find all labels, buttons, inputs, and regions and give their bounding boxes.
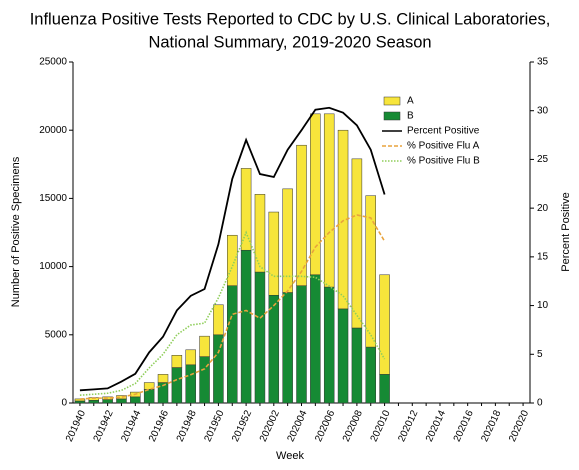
x-tick-label: 202006 xyxy=(313,408,337,443)
legend-label: Percent Positive xyxy=(407,126,480,137)
x-tick-label: 202014 xyxy=(424,408,448,443)
legend-swatch xyxy=(383,96,401,106)
bar xyxy=(282,292,293,404)
y-tick-label: 25000 xyxy=(39,57,67,68)
y-tick-label: 20000 xyxy=(39,125,67,136)
line xyxy=(79,230,386,397)
x-tick-label: 202016 xyxy=(452,408,476,443)
y2-axis-title: Percent Positive xyxy=(560,192,572,271)
y-tick-label: 5000 xyxy=(45,329,68,340)
legend-swatch xyxy=(383,111,401,121)
x-tick-label: 201952 xyxy=(230,408,254,443)
y2-tick-label: 5 xyxy=(537,349,543,360)
bar xyxy=(171,355,183,368)
y2-tick-label: 20 xyxy=(537,203,549,214)
bar xyxy=(185,349,196,366)
line xyxy=(79,106,386,392)
legend-label: A xyxy=(407,96,414,107)
bar xyxy=(323,286,335,404)
legend-label: % Positive Flu A xyxy=(407,141,480,152)
bar xyxy=(254,194,266,273)
chart-title: National Summary, 2019-2020 Season xyxy=(148,33,431,51)
bar xyxy=(268,211,280,296)
x-tick-label: 202002 xyxy=(258,408,282,443)
chart-title: Influenza Positive Tests Reported to CDC… xyxy=(30,10,551,28)
bar xyxy=(116,398,127,404)
line xyxy=(79,214,386,400)
x-tick-label: 201950 xyxy=(202,408,226,443)
bar xyxy=(351,158,363,329)
y-axis-title: Number of Positive Specimens xyxy=(10,156,22,307)
x-tick-label: 202004 xyxy=(286,408,310,443)
bar xyxy=(213,304,224,336)
bar xyxy=(268,294,280,404)
x-tick-label: 201948 xyxy=(175,408,199,443)
bar xyxy=(296,285,307,404)
bar xyxy=(379,374,390,404)
bar xyxy=(240,249,252,404)
bar xyxy=(365,195,376,348)
y2-tick-label: 25 xyxy=(537,154,549,165)
bar xyxy=(199,335,210,357)
bar xyxy=(310,113,321,276)
legend-label: % Positive Flu B xyxy=(407,156,480,167)
y2-tick-label: 10 xyxy=(537,300,549,311)
bar xyxy=(365,346,376,404)
bar xyxy=(296,144,307,286)
x-tick-label: 202010 xyxy=(369,408,393,443)
bar xyxy=(157,374,169,383)
bar xyxy=(88,400,100,404)
y-tick-label: 10000 xyxy=(39,261,67,272)
y2-tick-label: 30 xyxy=(537,105,549,116)
legend-label: B xyxy=(407,111,414,122)
y2-tick-label: 15 xyxy=(537,251,549,262)
bar xyxy=(282,188,293,293)
x-tick-label: 202020 xyxy=(507,408,531,443)
x-tick-label: 201942 xyxy=(92,408,116,443)
bar xyxy=(254,271,266,404)
x-axis-title: Week xyxy=(276,450,304,462)
x-tick-label: 202008 xyxy=(341,408,365,443)
y-tick-label: 0 xyxy=(61,398,67,409)
bar xyxy=(379,274,390,375)
x-tick-label: 201940 xyxy=(64,408,88,443)
x-tick-label: 202012 xyxy=(396,408,420,443)
bar xyxy=(227,285,238,404)
bar xyxy=(130,396,141,404)
bar xyxy=(74,400,86,404)
bar xyxy=(227,234,238,286)
x-tick-label: 201946 xyxy=(147,408,171,443)
bar xyxy=(351,327,363,404)
bar xyxy=(185,364,196,404)
bar xyxy=(323,113,335,288)
y2-tick-label: 0 xyxy=(537,398,543,409)
bar xyxy=(310,274,321,404)
bar xyxy=(102,399,113,404)
x-tick-label: 201944 xyxy=(119,408,143,443)
x-tick-label: 202018 xyxy=(479,408,503,443)
bar xyxy=(240,168,252,251)
bar xyxy=(171,367,183,404)
y-tick-label: 15000 xyxy=(39,193,67,204)
bar xyxy=(337,308,349,404)
bar xyxy=(143,382,155,390)
y2-tick-label: 35 xyxy=(537,57,549,68)
